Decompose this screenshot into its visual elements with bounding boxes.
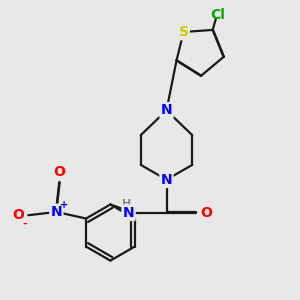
Text: O: O bbox=[200, 206, 212, 220]
Text: O: O bbox=[12, 208, 24, 222]
Text: N: N bbox=[161, 103, 172, 117]
Text: +: + bbox=[59, 200, 68, 210]
Text: O: O bbox=[54, 165, 66, 179]
Text: S: S bbox=[178, 25, 189, 39]
Text: N: N bbox=[123, 206, 134, 220]
Text: N: N bbox=[50, 205, 62, 219]
Text: H: H bbox=[122, 200, 131, 209]
Text: Cl: Cl bbox=[210, 8, 225, 22]
Text: N: N bbox=[161, 173, 172, 187]
Text: -: - bbox=[23, 218, 27, 229]
